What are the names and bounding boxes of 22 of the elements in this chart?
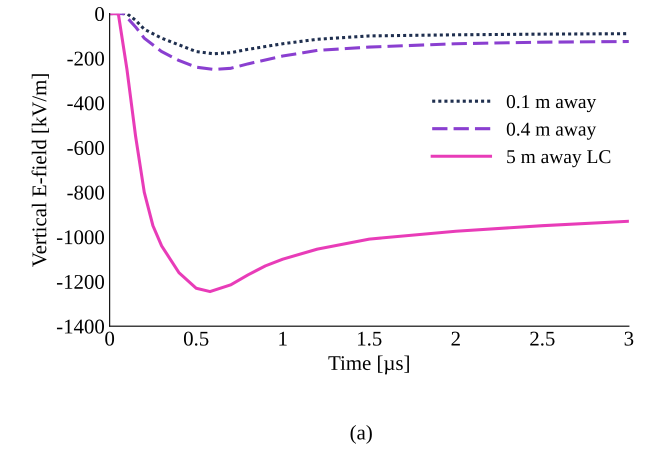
- legend-label: 0.1 m away: [506, 95, 596, 112]
- x-tick-label: 3: [624, 332, 634, 346]
- y-tick-label: -400: [67, 96, 104, 110]
- line-series: [110, 14, 629, 294]
- x-axis-title: Time [µs]: [328, 355, 409, 374]
- y-tick-label: -1200: [56, 274, 104, 289]
- x-tick-label: 2: [452, 332, 460, 346]
- x-tick-label: 1: [279, 332, 287, 346]
- legend-label: 0.4 m away: [506, 122, 596, 140]
- y-tick-label: 0: [95, 6, 104, 22]
- x-tick-label: 1.5: [358, 332, 382, 346]
- legend-label: 5 m away LC: [507, 150, 610, 168]
- x-tick-label: 2.5: [530, 332, 555, 346]
- y-tick-label: -1000: [56, 230, 104, 244]
- y-tick-label: -600: [67, 140, 104, 155]
- y-tick-label: -800: [67, 186, 104, 200]
- y-tick-label: -1400: [56, 320, 104, 334]
- x-tick-label: 0: [105, 332, 114, 346]
- x-tick-label: 0.5: [184, 332, 208, 346]
- y-tick-label: -200: [67, 52, 104, 66]
- y-axis-title: Vertical E-field [kV/m]: [32, 74, 49, 267]
- text: (a): [350, 424, 372, 444]
